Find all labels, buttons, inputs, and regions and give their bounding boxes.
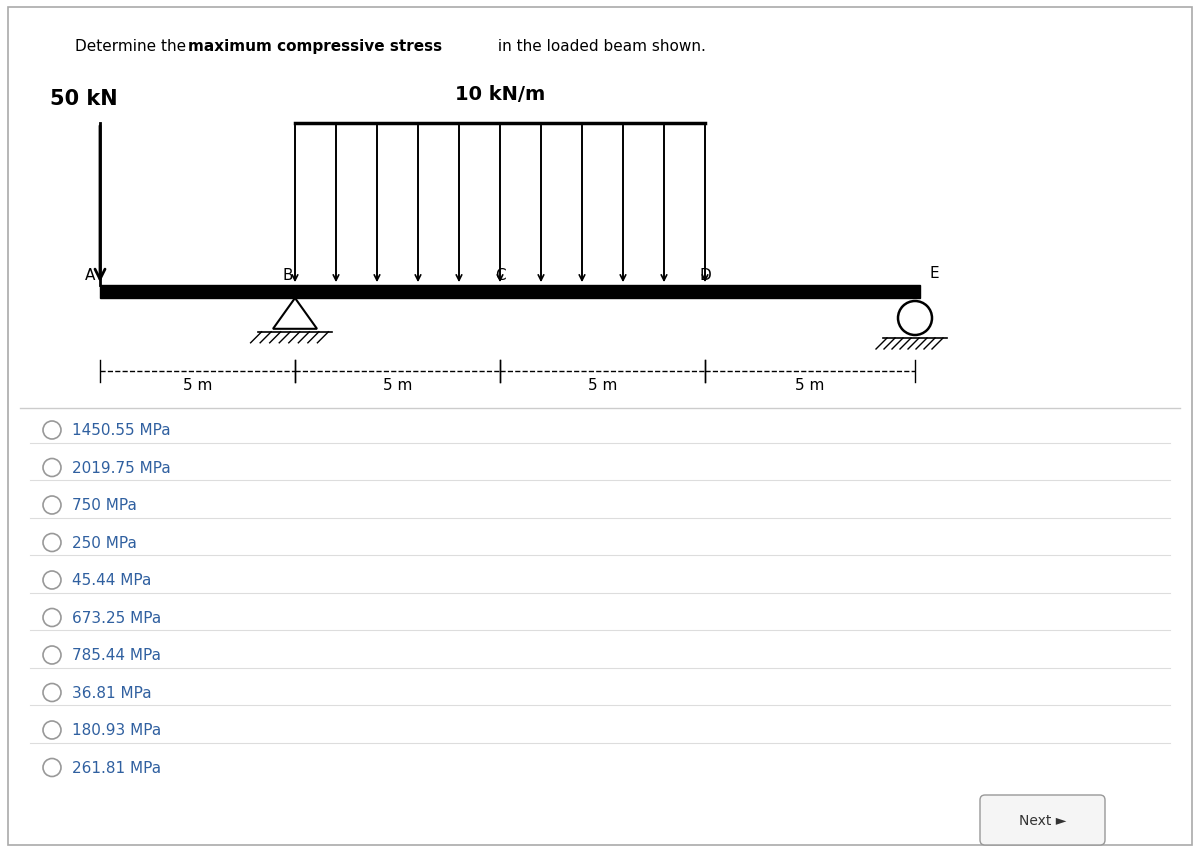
Text: 50 kN: 50 kN [50, 89, 118, 109]
Text: Determine the: Determine the [74, 39, 191, 54]
Text: E: E [929, 265, 938, 281]
Text: D: D [700, 268, 710, 282]
Text: C: C [494, 268, 505, 282]
Text: in the loaded beam shown.: in the loaded beam shown. [493, 39, 706, 54]
Text: 2019.75 MPa: 2019.75 MPa [72, 461, 170, 475]
Text: 261.81 MPa: 261.81 MPa [72, 760, 161, 775]
Text: maximum compressive stress: maximum compressive stress [188, 39, 442, 54]
Text: 45.44 MPa: 45.44 MPa [72, 573, 151, 588]
Text: 750 MPa: 750 MPa [72, 498, 137, 513]
Text: 5 m: 5 m [796, 378, 824, 392]
Text: A: A [85, 268, 95, 282]
Text: 10 kN/m: 10 kN/m [455, 85, 545, 104]
Text: B: B [282, 268, 293, 282]
Bar [100, 286, 920, 299]
FancyBboxPatch shape [8, 8, 1192, 845]
Text: 36.81 MPa: 36.81 MPa [72, 685, 151, 700]
Text: 785.44 MPa: 785.44 MPa [72, 647, 161, 663]
Text: Next ►: Next ► [1019, 813, 1066, 827]
Text: 180.93 MPa: 180.93 MPa [72, 722, 161, 738]
Text: 5 m: 5 m [182, 378, 212, 392]
Text: 5 m: 5 m [383, 378, 412, 392]
FancyBboxPatch shape [980, 795, 1105, 845]
Text: 5 m: 5 m [588, 378, 617, 392]
Text: 673.25 MPa: 673.25 MPa [72, 610, 161, 625]
Text: 250 MPa: 250 MPa [72, 536, 137, 550]
Text: 1450.55 MPa: 1450.55 MPa [72, 423, 170, 438]
